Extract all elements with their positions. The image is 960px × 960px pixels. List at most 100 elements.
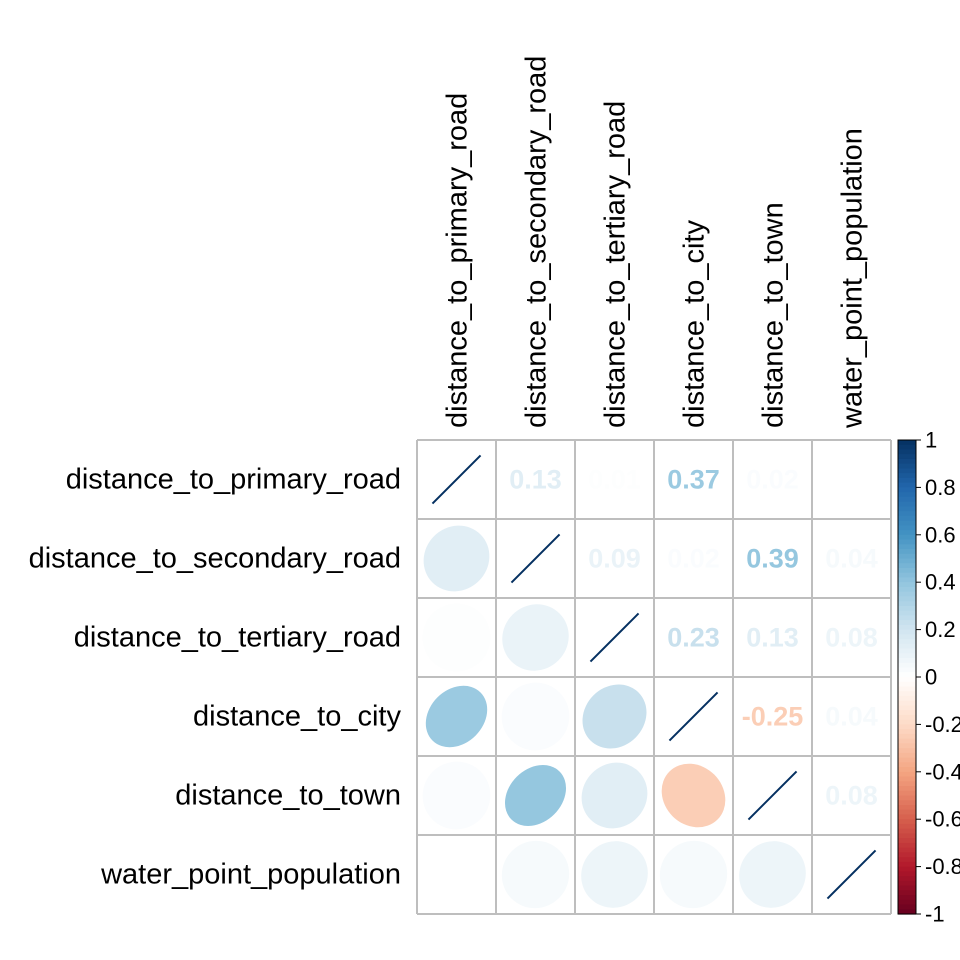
colorbar-tick-label-5: 0	[925, 665, 937, 690]
colorbar-segment	[898, 473, 916, 479]
cell-value-3-4: -0.25	[742, 702, 804, 732]
colorbar-segment	[898, 572, 916, 579]
colorbar-segment	[898, 904, 916, 910]
colorbar-segment	[898, 691, 916, 697]
row-labels: distance_to_primary_road distance_to_seco…	[29, 464, 402, 891]
row-label-4: distance_to_town	[175, 780, 401, 812]
cell-ellipse-1-1	[510, 533, 561, 584]
colorbar-tick-label-3: 0.4	[925, 570, 956, 595]
colorbar-segment	[898, 719, 916, 725]
row-label-2: distance_to_tertiary_road	[74, 622, 401, 654]
colorbar-segment	[898, 629, 916, 635]
colorbar-segment	[898, 558, 916, 564]
colorbar-segment	[898, 567, 916, 574]
colorbar-segment	[898, 847, 916, 853]
colorbar-segment	[898, 496, 916, 503]
colorbar-segment	[898, 823, 916, 830]
colorbar-segment	[898, 444, 916, 451]
cell-ellipse-5-5	[826, 849, 877, 900]
colorbar-segment	[898, 880, 916, 887]
colorbar-tick-label-8: -0.6	[925, 807, 960, 832]
colorbar-segment	[898, 714, 916, 721]
colorbar-segment	[898, 591, 916, 598]
colorbar-segment	[898, 752, 916, 759]
cell-value-0-3: 0.37	[667, 465, 720, 495]
colorbar-segment	[898, 515, 916, 522]
cell-ellipse-3-3	[668, 691, 719, 742]
colorbar-segment	[898, 563, 916, 569]
colorbar-segment	[898, 511, 916, 517]
cell-value-1-5: 0.04	[825, 544, 878, 574]
colorbar-segment	[898, 804, 916, 811]
colorbar-segment	[898, 577, 916, 583]
colorbar-segment	[898, 648, 916, 654]
cell-ellipse-5-2	[581, 841, 648, 908]
colorbar-segment	[898, 809, 916, 816]
colorbar-segment	[898, 895, 916, 901]
colorbar-segment	[898, 814, 916, 820]
colorbar-segment	[898, 738, 916, 744]
colorbar-segment	[898, 795, 916, 801]
cell-ellipse-5-1	[501, 840, 570, 909]
colorbar-segment	[898, 729, 916, 735]
colorbar-tick-label-1: 0.8	[925, 475, 956, 500]
row-label-0: distance_to_primary_road	[66, 464, 401, 496]
cell-value-4-5: 0.08	[825, 781, 878, 811]
colorbar-segment	[898, 534, 916, 541]
colorbar-segment	[898, 771, 916, 778]
colorbar-tick-label-6: -0.2	[925, 712, 960, 737]
colorbar-segment	[898, 828, 916, 835]
colorbar-segment	[898, 454, 916, 460]
cell-ellipse-4-0	[422, 761, 491, 830]
cell-ellipse-3-0	[425, 685, 488, 748]
colorbar-segment	[898, 624, 916, 631]
colorbar-segment	[898, 596, 916, 602]
cell-ellipse-3-1	[501, 682, 570, 751]
cell-ellipse-2-1	[502, 604, 569, 671]
colorbar-segment	[898, 890, 916, 896]
colorbar-tick-label-7: -0.4	[925, 759, 960, 784]
colorbar-segment	[898, 695, 916, 702]
column-labels: distance_to_primary_road distance_to_seco…	[442, 56, 869, 429]
colorbar-segment	[898, 899, 916, 906]
row-label-3: distance_to_city	[193, 701, 401, 733]
colorbar-segment	[898, 525, 916, 531]
column-label-3: distance_to_city	[679, 220, 711, 428]
column-label-0: distance_to_primary_road	[442, 93, 474, 428]
colorbar-segment	[898, 653, 916, 659]
colorbar-segment	[898, 748, 916, 754]
cell-value-2-4: 0.13	[746, 623, 799, 653]
colorbar-segment	[898, 463, 916, 470]
colorbar-segment	[898, 767, 916, 773]
colorbar-segment	[898, 866, 916, 872]
colorbar-segment	[898, 601, 916, 607]
colorbar-segment	[898, 582, 916, 588]
colorbar-segment	[898, 743, 916, 749]
column-label-4: distance_to_town	[758, 202, 790, 428]
cell-value-2-3: 0.23	[667, 623, 720, 653]
colorbar-segment	[898, 487, 916, 493]
cell-ellipse-5-3	[659, 840, 728, 909]
colorbar-segment	[898, 610, 916, 616]
grid-layer	[416, 439, 892, 915]
cell-ellipse-4-1	[504, 764, 567, 827]
cell-value-3-5: 0.04	[825, 702, 878, 732]
colorbar-segment	[898, 549, 916, 555]
colorbar-segment	[898, 449, 916, 455]
colorbar-segment	[898, 757, 916, 763]
colorbar-segment	[898, 838, 916, 844]
colorbar-segment	[898, 681, 916, 688]
colorbar-segment	[898, 643, 916, 650]
colorbar-segment	[898, 662, 916, 669]
colorbar-segment	[898, 700, 916, 707]
column-label-2: distance_to_tertiary_road	[600, 101, 632, 428]
colorbar-segment	[898, 492, 916, 498]
colorbar-segment	[898, 482, 916, 488]
colorbar-segment	[898, 501, 916, 507]
colorbar-segment	[898, 539, 916, 545]
cell-ellipse-0-0	[431, 454, 482, 505]
colorbar-segment	[898, 553, 916, 560]
cell-value-0-2: 0.01	[588, 465, 641, 495]
cell-value-1-4: 0.39	[746, 544, 799, 574]
